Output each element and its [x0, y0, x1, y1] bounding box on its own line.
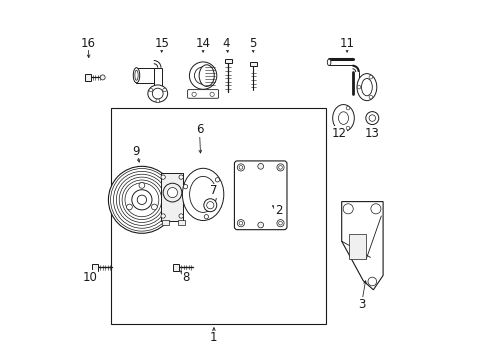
- Circle shape: [149, 88, 152, 92]
- Ellipse shape: [326, 59, 330, 66]
- Ellipse shape: [361, 78, 371, 96]
- Ellipse shape: [133, 68, 140, 83]
- Circle shape: [100, 75, 105, 80]
- Circle shape: [189, 62, 216, 89]
- Text: 2: 2: [274, 204, 282, 217]
- Bar: [348, 234, 366, 259]
- Text: 13: 13: [364, 127, 379, 140]
- FancyBboxPatch shape: [234, 161, 286, 230]
- Ellipse shape: [135, 70, 138, 80]
- Circle shape: [108, 166, 175, 233]
- Circle shape: [365, 112, 378, 125]
- Text: 10: 10: [83, 271, 98, 284]
- Circle shape: [239, 166, 242, 169]
- Circle shape: [132, 190, 152, 210]
- Polygon shape: [153, 68, 162, 94]
- Circle shape: [194, 67, 211, 84]
- Text: 1: 1: [210, 331, 217, 344]
- Circle shape: [163, 88, 166, 92]
- Circle shape: [276, 220, 284, 227]
- Circle shape: [343, 204, 352, 214]
- Circle shape: [237, 164, 244, 171]
- Text: 4: 4: [223, 37, 230, 50]
- Circle shape: [203, 199, 216, 212]
- Bar: [92, 264, 98, 271]
- Circle shape: [179, 214, 183, 218]
- Text: 12: 12: [331, 127, 346, 140]
- Circle shape: [237, 220, 244, 227]
- Circle shape: [278, 221, 282, 225]
- Circle shape: [156, 99, 159, 103]
- Circle shape: [192, 92, 196, 96]
- Circle shape: [367, 277, 376, 286]
- Text: 11: 11: [339, 37, 354, 50]
- Bar: [173, 264, 179, 271]
- Circle shape: [368, 95, 372, 99]
- Circle shape: [204, 215, 208, 219]
- Polygon shape: [162, 220, 168, 225]
- Text: 5: 5: [248, 37, 256, 50]
- Polygon shape: [160, 173, 183, 221]
- Ellipse shape: [152, 88, 163, 99]
- Circle shape: [215, 178, 219, 182]
- Circle shape: [161, 214, 165, 218]
- Circle shape: [368, 115, 375, 121]
- Ellipse shape: [356, 74, 376, 100]
- Circle shape: [183, 184, 187, 189]
- Text: 3: 3: [357, 298, 365, 311]
- Bar: [250, 62, 256, 66]
- Bar: [111, 108, 325, 324]
- Circle shape: [163, 183, 182, 202]
- Ellipse shape: [332, 104, 354, 131]
- Polygon shape: [136, 68, 153, 83]
- Circle shape: [257, 222, 263, 228]
- Circle shape: [276, 164, 284, 171]
- Circle shape: [368, 75, 372, 79]
- Polygon shape: [341, 202, 382, 290]
- Circle shape: [346, 106, 349, 110]
- Text: 8: 8: [182, 271, 189, 284]
- Circle shape: [179, 175, 183, 179]
- Circle shape: [370, 204, 380, 214]
- Ellipse shape: [189, 176, 216, 212]
- Circle shape: [161, 175, 165, 179]
- Text: 9: 9: [132, 145, 140, 158]
- Circle shape: [257, 163, 263, 169]
- Circle shape: [206, 202, 213, 209]
- Circle shape: [137, 195, 146, 204]
- Bar: [84, 74, 91, 81]
- Circle shape: [151, 204, 157, 210]
- Text: 7: 7: [210, 184, 217, 197]
- Circle shape: [139, 183, 144, 188]
- Circle shape: [126, 204, 132, 210]
- Ellipse shape: [182, 168, 224, 220]
- Bar: [224, 59, 231, 63]
- Circle shape: [209, 92, 214, 96]
- Text: 16: 16: [80, 37, 95, 50]
- Text: 14: 14: [195, 37, 210, 50]
- Circle shape: [346, 126, 349, 130]
- Polygon shape: [178, 220, 185, 225]
- FancyBboxPatch shape: [187, 90, 218, 98]
- Ellipse shape: [199, 65, 214, 86]
- Circle shape: [167, 188, 177, 198]
- Text: 15: 15: [154, 37, 169, 50]
- Circle shape: [356, 85, 360, 89]
- Circle shape: [278, 166, 282, 169]
- Ellipse shape: [338, 112, 348, 124]
- Ellipse shape: [147, 85, 167, 102]
- Circle shape: [239, 221, 242, 225]
- Text: 6: 6: [195, 123, 203, 136]
